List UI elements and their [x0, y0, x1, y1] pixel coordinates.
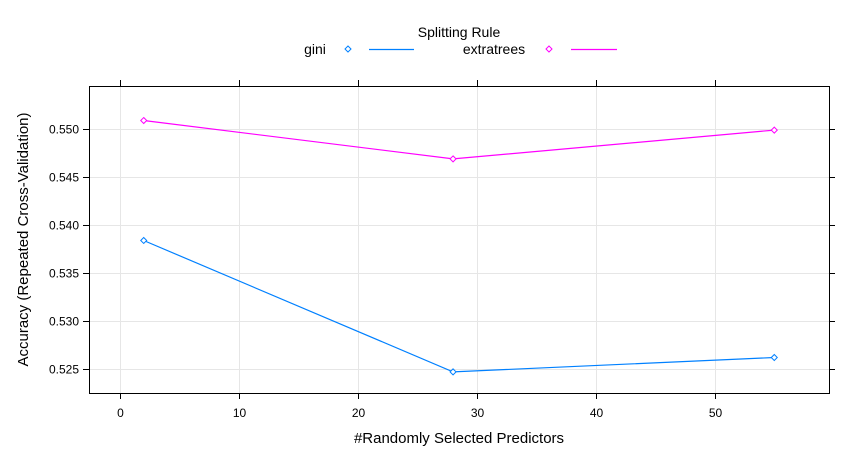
y-tick-label: 0.545 — [49, 171, 79, 185]
legend-marker-extratrees — [545, 45, 553, 53]
y-axis-label: Accuracy (Repeated Cross-Validation) — [15, 112, 32, 366]
x-tick-label: 40 — [590, 406, 604, 420]
y-tick-label: 0.530 — [49, 315, 79, 329]
legend-label-extratrees: extratrees — [463, 41, 525, 57]
y-tick-label: 0.535 — [49, 267, 79, 281]
x-tick-label: 50 — [709, 406, 723, 420]
x-tick-label: 0 — [117, 406, 124, 420]
y-tick-label: 0.550 — [49, 123, 79, 137]
extratrees-line — [143, 119, 775, 160]
series-lines — [140, 116, 778, 376]
gini-point — [140, 236, 148, 245]
plot-frame — [89, 86, 830, 394]
extratrees-point — [770, 126, 778, 134]
y-tick-label: 0.540 — [49, 219, 79, 233]
gini-line — [143, 239, 775, 373]
legend-marker-gini — [344, 45, 352, 53]
gini-point — [770, 353, 778, 362]
axis-ticks: 0 10 20 30 40 50 0.525 0.530 0.535 0.540 0.545 0.55… — [49, 80, 835, 420]
legend: Splitting Rule gini extratrees — [304, 24, 617, 57]
series-gini — [140, 236, 778, 376]
legend-title: Splitting Rule — [418, 24, 501, 40]
x-tick-label: 20 — [352, 406, 366, 420]
x-tick-label: 30 — [471, 406, 485, 420]
series-extratrees — [140, 116, 778, 163]
gini-point — [449, 368, 457, 376]
x-tick-label: 10 — [233, 406, 247, 420]
extratrees-point — [140, 116, 148, 125]
x-axis-label: #Randomly Selected Predictors — [354, 430, 564, 447]
grid-lines — [89, 86, 829, 393]
y-tick-label: 0.525 — [49, 363, 79, 377]
legend-label-gini: gini — [304, 41, 326, 57]
extratrees-point — [449, 155, 457, 163]
